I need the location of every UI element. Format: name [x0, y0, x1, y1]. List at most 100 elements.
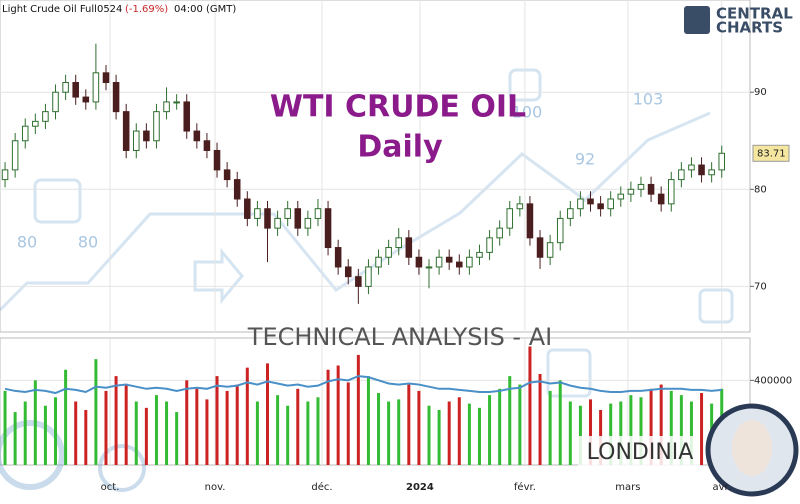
logo-icon — [684, 6, 710, 34]
volume-bar — [316, 397, 320, 465]
volume-bar — [568, 401, 572, 465]
volume-bar — [235, 384, 239, 465]
volume-bar — [165, 401, 169, 465]
volume-bar — [558, 380, 562, 465]
volume-bar — [659, 384, 663, 465]
volume-bar — [427, 405, 431, 465]
candle-body — [42, 111, 49, 122]
candle-body — [92, 72, 100, 103]
candle-body — [132, 130, 140, 151]
candle-body — [153, 111, 160, 142]
volume-bar — [447, 401, 451, 465]
volume-bar — [185, 380, 189, 465]
watermark-caption: TECHNICAL ANALYSIS - AI — [247, 323, 552, 351]
candle-body — [143, 130, 150, 142]
volume-bar — [619, 401, 623, 465]
candle-body — [567, 208, 574, 219]
candle-body — [52, 91, 59, 113]
candle-body — [718, 152, 726, 171]
candle-body — [647, 183, 655, 195]
volume-bar — [84, 409, 88, 465]
volume-bar — [700, 393, 704, 465]
volume-bar — [679, 395, 683, 465]
candle-body — [294, 208, 302, 229]
watermark-label: 80 — [78, 233, 98, 252]
candle-body — [536, 237, 544, 258]
candle-body — [526, 203, 534, 239]
volume-bar — [104, 390, 108, 465]
instrument: Light Crude Oil Full0524 — [2, 4, 122, 15]
logo-text: CENTRAL — [716, 5, 793, 23]
volume-bar — [225, 390, 229, 465]
volume-bar — [276, 395, 280, 465]
candle-body — [11, 140, 19, 171]
candle-body — [395, 237, 402, 249]
candle-body — [435, 256, 443, 268]
volume-bar — [639, 397, 643, 465]
volume-bar — [437, 409, 441, 465]
volume-bar — [205, 399, 209, 465]
volume-bar — [589, 399, 593, 465]
x-tick-label: févr. — [514, 481, 536, 493]
volume-bar — [33, 380, 37, 465]
volume-bar — [94, 359, 98, 465]
candle-body — [577, 198, 584, 210]
candle-body — [304, 217, 312, 229]
candle-body — [62, 82, 69, 93]
candle-body — [516, 203, 524, 210]
volume-bar — [255, 401, 259, 465]
candle-body — [627, 188, 635, 195]
volume-bar — [306, 401, 310, 465]
candle-body — [32, 120, 39, 127]
x-tick-label: avr. — [713, 482, 731, 493]
volume-bar — [518, 384, 522, 465]
volume-bar — [134, 401, 138, 465]
candle-body — [486, 237, 493, 253]
volume-bar — [548, 390, 552, 465]
volume-bar — [74, 401, 78, 465]
y-tick-label: 70 — [754, 281, 767, 292]
candle-body — [213, 149, 221, 171]
candle-body — [223, 169, 231, 181]
volume-bar — [195, 388, 199, 465]
volume-bar — [23, 401, 27, 465]
volume-bar — [467, 403, 471, 465]
volume-bar — [64, 369, 68, 465]
candle-body — [1, 169, 9, 181]
candle-body — [112, 82, 120, 113]
candle-body — [637, 183, 645, 190]
volume-bar — [498, 388, 502, 465]
candle-body — [456, 261, 463, 268]
candle-body — [587, 198, 594, 205]
candle-body — [617, 193, 625, 200]
volume-bar — [538, 373, 542, 465]
volume-bar — [13, 412, 17, 465]
volume-bar — [407, 384, 411, 465]
watermark-subtitle: Daily — [357, 130, 443, 165]
volume-bar — [336, 365, 340, 465]
time: 04:00 (GMT) — [174, 4, 236, 15]
price-panel — [0, 0, 751, 333]
volume-bar — [477, 407, 481, 465]
volume-bar — [387, 401, 391, 465]
candle-body — [102, 72, 110, 84]
watermark-label: 100 — [512, 103, 543, 122]
volume-bar — [457, 397, 461, 465]
watermark-label: 80 — [17, 233, 37, 252]
volume-bar — [488, 395, 492, 465]
last-price-label: 83.71 — [757, 148, 786, 159]
candle-body — [476, 251, 483, 258]
volume-bar — [356, 354, 360, 465]
candle-body — [425, 266, 433, 269]
volume-bar — [689, 401, 693, 465]
candle-body — [375, 256, 382, 268]
volume-bar — [366, 376, 370, 465]
candle-body — [607, 198, 614, 210]
watermark-label: 92 — [575, 150, 595, 169]
watermark-title: WTI CRUDE OIL — [270, 90, 526, 125]
candle-body — [334, 247, 342, 268]
volume-average-line — [4, 375, 722, 395]
candle-body — [657, 193, 665, 205]
candle-body — [193, 130, 201, 142]
